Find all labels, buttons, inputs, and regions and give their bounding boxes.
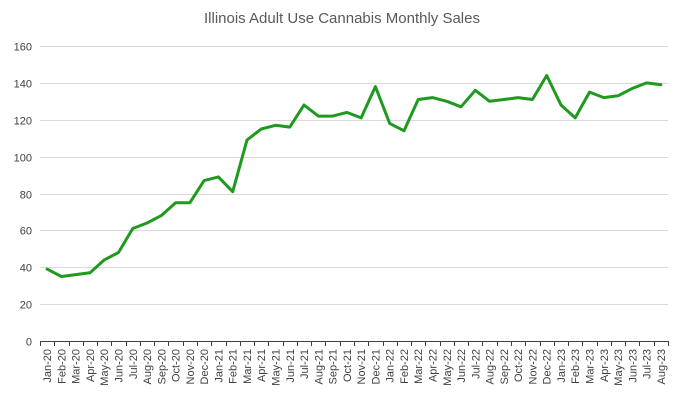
x-tick-label: Mar-22	[413, 349, 425, 384]
x-tick-label: Jun-21	[285, 349, 297, 383]
x-tick-label: Mar-20	[71, 349, 83, 384]
x-tick-label: Dec-21	[370, 349, 382, 384]
x-tick-label: Mar-21	[242, 349, 254, 384]
x-tick-label: Oct-20	[171, 349, 183, 382]
x-tick-label: Oct-21	[342, 349, 354, 382]
x-tick-label: May-20	[99, 349, 111, 386]
x-tick-label: Aug-22	[485, 349, 497, 384]
x-tick-label: Nov-20	[185, 349, 197, 384]
x-tick-label: Jul-23	[642, 349, 654, 379]
y-tick-label: 0	[26, 337, 32, 349]
x-tick-label: Sep-20	[156, 349, 168, 384]
x-tick-label: Aug-21	[313, 349, 325, 384]
y-tick-label: 40	[20, 263, 32, 275]
x-tick-label: Oct-22	[513, 349, 525, 382]
x-tick-label: Jul-21	[299, 349, 311, 379]
gridlines	[40, 46, 668, 305]
x-tick-label: Aug-23	[656, 349, 668, 384]
x-tick-label: Aug-20	[142, 349, 154, 384]
y-tick-label: 60	[20, 226, 32, 238]
x-tick-label: Jun-20	[114, 349, 126, 383]
x-tick-label: Mar-23	[585, 349, 597, 384]
x-tick-label: May-23	[613, 349, 625, 386]
x-tick-label: Jun-22	[456, 349, 468, 383]
y-tick-label: 20	[20, 300, 32, 312]
x-tick-label: Jan-22	[385, 349, 397, 383]
x-tick-label: Feb-21	[228, 349, 240, 384]
x-tick-label: Jan-23	[556, 349, 568, 383]
x-tick-label: Nov-22	[527, 349, 539, 384]
x-tick-label: Jan-21	[213, 349, 225, 383]
x-tick-label: Apr-21	[256, 349, 268, 382]
x-tick-label: Apr-20	[85, 349, 97, 382]
x-tick-label: Feb-23	[570, 349, 582, 384]
x-tick-label: May-21	[271, 349, 283, 386]
chart-title: Illinois Adult Use Cannabis Monthly Sale…	[204, 10, 480, 27]
x-tick-label: Sep-21	[328, 349, 340, 384]
x-tick-label: Apr-22	[428, 349, 440, 382]
series-layer	[45, 74, 663, 278]
x-tick-label: Feb-20	[56, 349, 68, 384]
x-tick-label: Feb-22	[399, 349, 411, 384]
x-tick-label: Jul-20	[128, 349, 140, 379]
x-tick-label: May-22	[442, 349, 454, 386]
axes	[40, 341, 669, 346]
x-tick-label: Apr-23	[599, 349, 611, 382]
x-tick-label: Sep-22	[499, 349, 511, 384]
x-tick-label: Nov-21	[356, 349, 368, 384]
y-tick-label: 100	[14, 153, 32, 165]
x-tick-label: Jan-20	[42, 349, 54, 383]
x-tick-label: Dec-22	[542, 349, 554, 384]
x-tick-label: Dec-20	[199, 349, 211, 384]
series-line-0	[45, 74, 663, 278]
y-tick-label: 140	[14, 79, 32, 91]
y-tick-label: 120	[14, 116, 32, 128]
y-tick-label: 80	[20, 190, 32, 202]
x-tick-label: Jul-22	[470, 349, 482, 379]
x-tick-label: Jun-23	[627, 349, 639, 383]
y-tick-label: 160	[14, 42, 32, 54]
